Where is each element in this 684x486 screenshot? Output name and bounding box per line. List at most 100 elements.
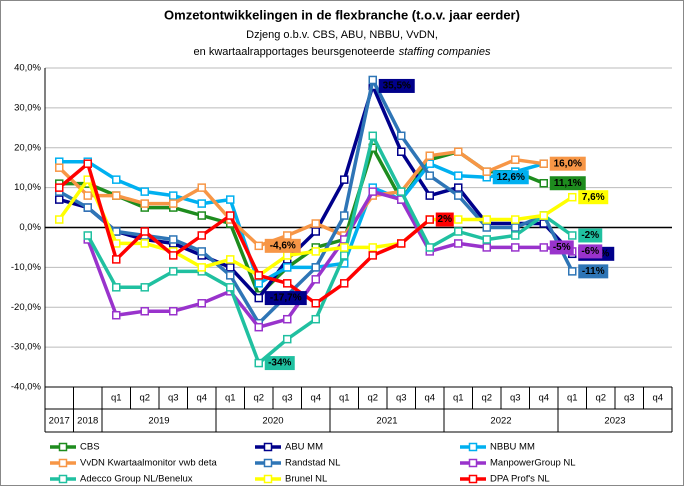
y-tick-label: -10,0% (11, 262, 42, 273)
legend-label: ManpowerGroup NL (490, 458, 576, 469)
point-marker (368, 75, 377, 85)
point-marker (539, 178, 548, 188)
point-marker (254, 358, 263, 368)
point-marker (140, 306, 149, 316)
x-tick-label: q1 (339, 393, 350, 404)
point-marker (283, 279, 292, 288)
legend-label: VvDN Kwartaalmonitor vwb deta (80, 458, 217, 469)
point-marker (311, 263, 320, 272)
data-label-box (549, 156, 586, 171)
point-marker (254, 241, 263, 251)
x-tick-label: q4 (424, 393, 435, 404)
point-marker (397, 147, 406, 156)
legend-marker (468, 458, 478, 468)
point-marker (511, 243, 520, 252)
point-marker (311, 314, 320, 324)
point-marker (83, 191, 92, 200)
point-marker (112, 283, 121, 292)
y-tick-label: 0,0% (19, 222, 41, 233)
series-line (58, 149, 545, 248)
x-tick-label: q3 (282, 393, 293, 404)
point-marker (254, 271, 263, 280)
data-label: -17,7% (264, 291, 307, 306)
legend-marker (263, 474, 273, 484)
data-label-text: 35,5% (383, 81, 411, 92)
point-marker (454, 183, 463, 192)
legend-marker (468, 442, 478, 452)
point-marker (197, 299, 206, 308)
data-label-box (578, 228, 603, 243)
data-label-text: 2% (438, 214, 453, 225)
x-group-label: 2020 (262, 416, 283, 427)
point-marker (112, 191, 121, 200)
x-tick-label: q1 (453, 393, 464, 404)
x-tick-label: q1 (225, 393, 236, 404)
x-group-label: 2019 (148, 416, 169, 427)
data-label-box (549, 176, 586, 191)
point-marker (454, 191, 463, 200)
point-marker (140, 283, 149, 292)
x-tick-label: q1 (567, 393, 578, 404)
point-marker (112, 255, 121, 264)
point-marker (454, 227, 463, 236)
legend-marker (263, 442, 273, 452)
point-marker (511, 155, 520, 164)
point-marker (425, 243, 434, 252)
legend-marker (263, 458, 273, 468)
legend-marker (58, 458, 68, 468)
x-group-label: 2022 (490, 416, 511, 427)
point-marker (197, 211, 206, 220)
point-marker (539, 211, 548, 220)
x-tick-label: q3 (510, 393, 521, 404)
point-marker (425, 215, 434, 224)
data-label-text: 16,0% (554, 158, 582, 169)
data-label-box (435, 212, 454, 227)
y-tick-label: -30,0% (11, 342, 42, 353)
data-label-box (378, 78, 415, 93)
data-label-text: -34% (268, 358, 291, 369)
data-label-box (492, 170, 529, 185)
point-marker (482, 235, 491, 244)
point-marker (482, 223, 491, 232)
point-marker (397, 131, 406, 141)
subtitle-italic: staffing companies (399, 46, 491, 58)
point-marker (340, 211, 349, 220)
point-marker (169, 267, 178, 276)
point-marker (169, 235, 178, 244)
y-tick-label: 40,0% (14, 63, 41, 74)
x-tick-label: q3 (396, 393, 407, 404)
point-marker (169, 251, 178, 260)
data-label-box (264, 238, 301, 253)
data-label-box (549, 240, 574, 255)
point-marker (55, 163, 64, 172)
point-marker (197, 263, 206, 272)
point-marker (140, 239, 149, 248)
point-marker (254, 322, 263, 332)
chart-subtitle: Dzjeng o.b.v. CBS, ABU, NBBU, VvDN, (246, 29, 438, 41)
point-marker (55, 195, 64, 204)
x-tick-label: q4 (538, 393, 549, 404)
point-marker (425, 159, 434, 168)
point-marker (283, 251, 292, 260)
point-marker (397, 187, 406, 196)
data-label: 12,6% (492, 170, 529, 185)
x-tick-label: q2 (367, 393, 378, 404)
x-group-label: 2021 (376, 416, 397, 427)
point-marker (568, 267, 577, 276)
x-tick-label: q2 (253, 393, 264, 404)
data-label-text: -11% (582, 266, 605, 277)
point-marker (425, 191, 434, 200)
data-label-text: -17,7% (270, 293, 302, 304)
data-label-text: 11,1% (554, 178, 582, 189)
point-marker (568, 192, 577, 202)
point-marker (226, 271, 235, 280)
point-marker (283, 314, 292, 324)
point-marker (226, 195, 235, 204)
subtitle-text: en kwartaalrapportages beursgenoteerde (194, 46, 395, 58)
point-marker (482, 167, 491, 176)
data-label-box (578, 264, 609, 279)
legend-label: ABU MM (285, 442, 323, 453)
point-marker (511, 231, 520, 240)
data-label: -4,6% (264, 238, 301, 253)
point-marker (83, 231, 92, 240)
